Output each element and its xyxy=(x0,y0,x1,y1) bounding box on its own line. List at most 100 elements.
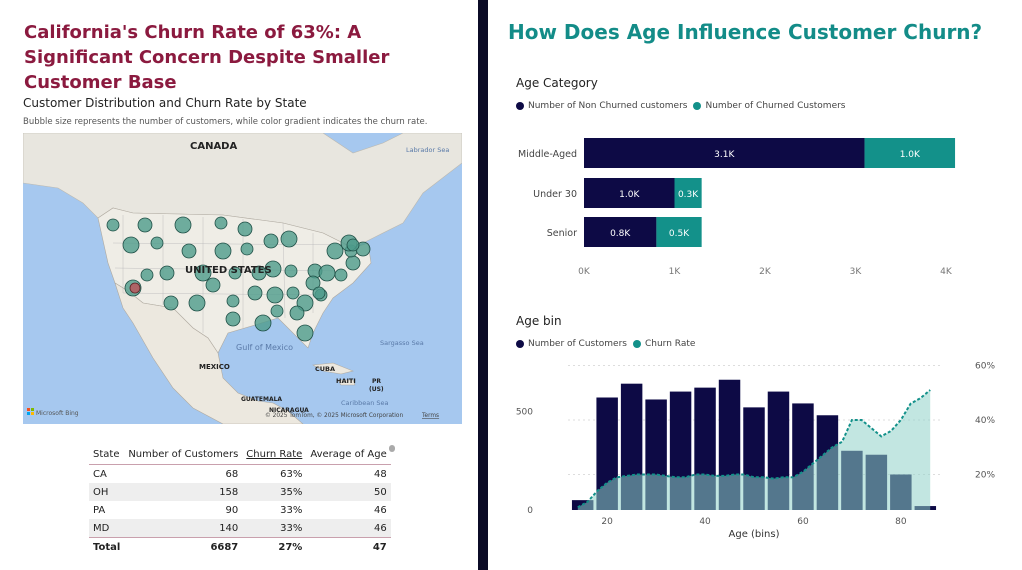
state-bubble[interactable] xyxy=(174,216,192,234)
bar-churned[interactable] xyxy=(656,217,702,247)
x-tick-label: 0K xyxy=(578,267,591,277)
legend-dot-churn-rate xyxy=(632,340,641,348)
col-customers[interactable]: Number of Customers xyxy=(124,444,243,465)
map-label-gulf-of-mexico: Gulf of Mexico xyxy=(236,343,293,352)
map-subtitle: Bubble size represents the number of cus… xyxy=(23,117,428,127)
col-churn-rate[interactable]: Churn Rate xyxy=(242,444,307,465)
state-bubble[interactable] xyxy=(214,242,232,260)
legend-churn-rate[interactable]: Churn Rate xyxy=(644,339,696,349)
map-terms-link[interactable]: Terms xyxy=(421,413,439,419)
legend-churned[interactable]: Number of Churned Customers xyxy=(705,101,846,111)
state-bubble[interactable] xyxy=(226,294,240,308)
map-label-united-states: UNITED STATES xyxy=(185,265,272,276)
bar-non-churned[interactable] xyxy=(584,138,865,168)
state-bubble[interactable] xyxy=(280,230,298,248)
legend-customers[interactable]: Number of Customers xyxy=(528,339,627,349)
state-bubble[interactable] xyxy=(286,286,300,300)
state-bubble[interactable] xyxy=(137,217,153,233)
map-bing-attribution: Microsoft Bing xyxy=(36,410,79,417)
state-bubble[interactable] xyxy=(122,236,140,254)
cell-age: 46 xyxy=(374,504,387,516)
total-label: Total xyxy=(89,537,125,556)
map-label-canada: CANADA xyxy=(190,141,237,152)
state-bubble[interactable] xyxy=(284,264,298,278)
total-age: 47 xyxy=(306,537,391,556)
state-bubble[interactable] xyxy=(228,266,242,280)
category-label: Under 30 xyxy=(533,189,577,200)
state-bubble[interactable] xyxy=(254,314,272,332)
bar-non-churned[interactable] xyxy=(584,217,657,247)
age-category-title: Age Category xyxy=(516,76,598,90)
table-total-row: Total 6687 27% 47 xyxy=(89,537,391,556)
age-category-chart[interactable]: 0K 1K 2K 3K 4K Middle-Aged 3.1K 1.0K Under 30 1.0… xyxy=(488,128,1022,288)
y-left-tick-label: 500 xyxy=(516,407,533,417)
state-bubble[interactable] xyxy=(263,233,279,249)
x-tick-label: 40 xyxy=(699,517,711,527)
cell-churn: 33% xyxy=(242,519,307,538)
bubble-map[interactable]: CANADA UNITED STATES Labrador Sea Gulf o… xyxy=(23,133,462,424)
bar-churned[interactable] xyxy=(674,178,702,208)
legend-non-churned[interactable]: Number of Non Churned customers xyxy=(528,101,688,111)
col-avg-age[interactable]: Average of Age xyxy=(306,444,391,465)
bar-churned[interactable] xyxy=(864,138,956,168)
state-bubble-ca[interactable] xyxy=(129,282,141,294)
state-bubble[interactable] xyxy=(318,264,336,282)
state-bubble[interactable] xyxy=(240,242,254,256)
map-label-mexico: MEXICO xyxy=(199,363,230,371)
age-bin-chart[interactable]: 0 500 20% 40% 60% 20 40 60 80 Age (bins) xyxy=(488,352,1022,544)
table-scroll-handle[interactable] xyxy=(389,445,395,452)
state-bubble[interactable] xyxy=(346,238,360,252)
state-bubble[interactable] xyxy=(312,286,326,300)
y-right-tick-label: 20% xyxy=(975,471,995,481)
state-bubble[interactable] xyxy=(205,277,221,293)
state-bubble[interactable] xyxy=(296,324,314,342)
cell-age: 48 xyxy=(374,468,387,480)
map-label-caribbean-sea: Caribbean Sea xyxy=(341,399,389,407)
state-bubble[interactable] xyxy=(270,304,284,318)
state-bubble[interactable] xyxy=(140,268,154,282)
cell-state: MD xyxy=(89,519,125,538)
state-bubble[interactable] xyxy=(150,236,164,250)
state-bubble[interactable] xyxy=(181,243,197,259)
map-label-cuba: CUBA xyxy=(315,365,335,373)
state-bubble[interactable] xyxy=(159,265,175,281)
state-bubble[interactable] xyxy=(163,295,179,311)
bar-label-non-churned: 3.1K xyxy=(714,150,735,160)
x-tick-label: 3K xyxy=(850,267,863,277)
state-bubble[interactable] xyxy=(214,216,228,230)
state-bubble[interactable] xyxy=(188,294,206,312)
table-row[interactable]: MD 140 33% 46 xyxy=(89,519,391,538)
map-label-pr: PR xyxy=(372,378,381,385)
state-bubble[interactable] xyxy=(247,285,263,301)
state-bubbles[interactable] xyxy=(106,216,371,342)
state-bubble[interactable] xyxy=(289,305,305,321)
state-bubble[interactable] xyxy=(106,218,120,232)
cell-age: 50 xyxy=(306,483,391,501)
bar-non-churned[interactable] xyxy=(584,178,675,208)
map-label-sargasso-sea: Sargasso Sea xyxy=(380,339,424,347)
table-row[interactable]: PA 90 33% 46 xyxy=(89,501,391,519)
map-title: Customer Distribution and Churn Rate by … xyxy=(23,96,307,110)
col-state[interactable]: State xyxy=(89,444,125,465)
table-row[interactable]: OH 158 35% 50 xyxy=(89,483,391,501)
bar-label-non-churned: 0.8K xyxy=(610,229,631,239)
cell-churn: 63% xyxy=(280,468,303,480)
state-bubble[interactable] xyxy=(194,264,212,282)
state-bubble[interactable] xyxy=(264,260,282,278)
legend-dot-customers xyxy=(516,340,524,348)
state-bubble[interactable] xyxy=(334,268,348,282)
table-row[interactable]: CA 68 63% 48 xyxy=(89,465,391,484)
state-bubble[interactable] xyxy=(345,255,361,271)
state-table: State Number of Customers Churn Rate Ave… xyxy=(89,444,391,556)
cell-customers: 90 xyxy=(225,504,239,516)
cell-customers: 140 xyxy=(124,519,243,538)
map-label-labrador-sea: Labrador Sea xyxy=(406,146,449,154)
state-bubble[interactable] xyxy=(266,286,284,304)
state-bubble[interactable] xyxy=(237,221,253,237)
cell-state: OH xyxy=(89,483,125,501)
state-bubble[interactable] xyxy=(326,242,344,260)
state-bubble[interactable] xyxy=(305,275,321,291)
bar-label-churned: 1.0K xyxy=(900,150,921,160)
state-bubble[interactable] xyxy=(225,311,241,327)
category-label: Middle-Aged xyxy=(518,149,577,160)
